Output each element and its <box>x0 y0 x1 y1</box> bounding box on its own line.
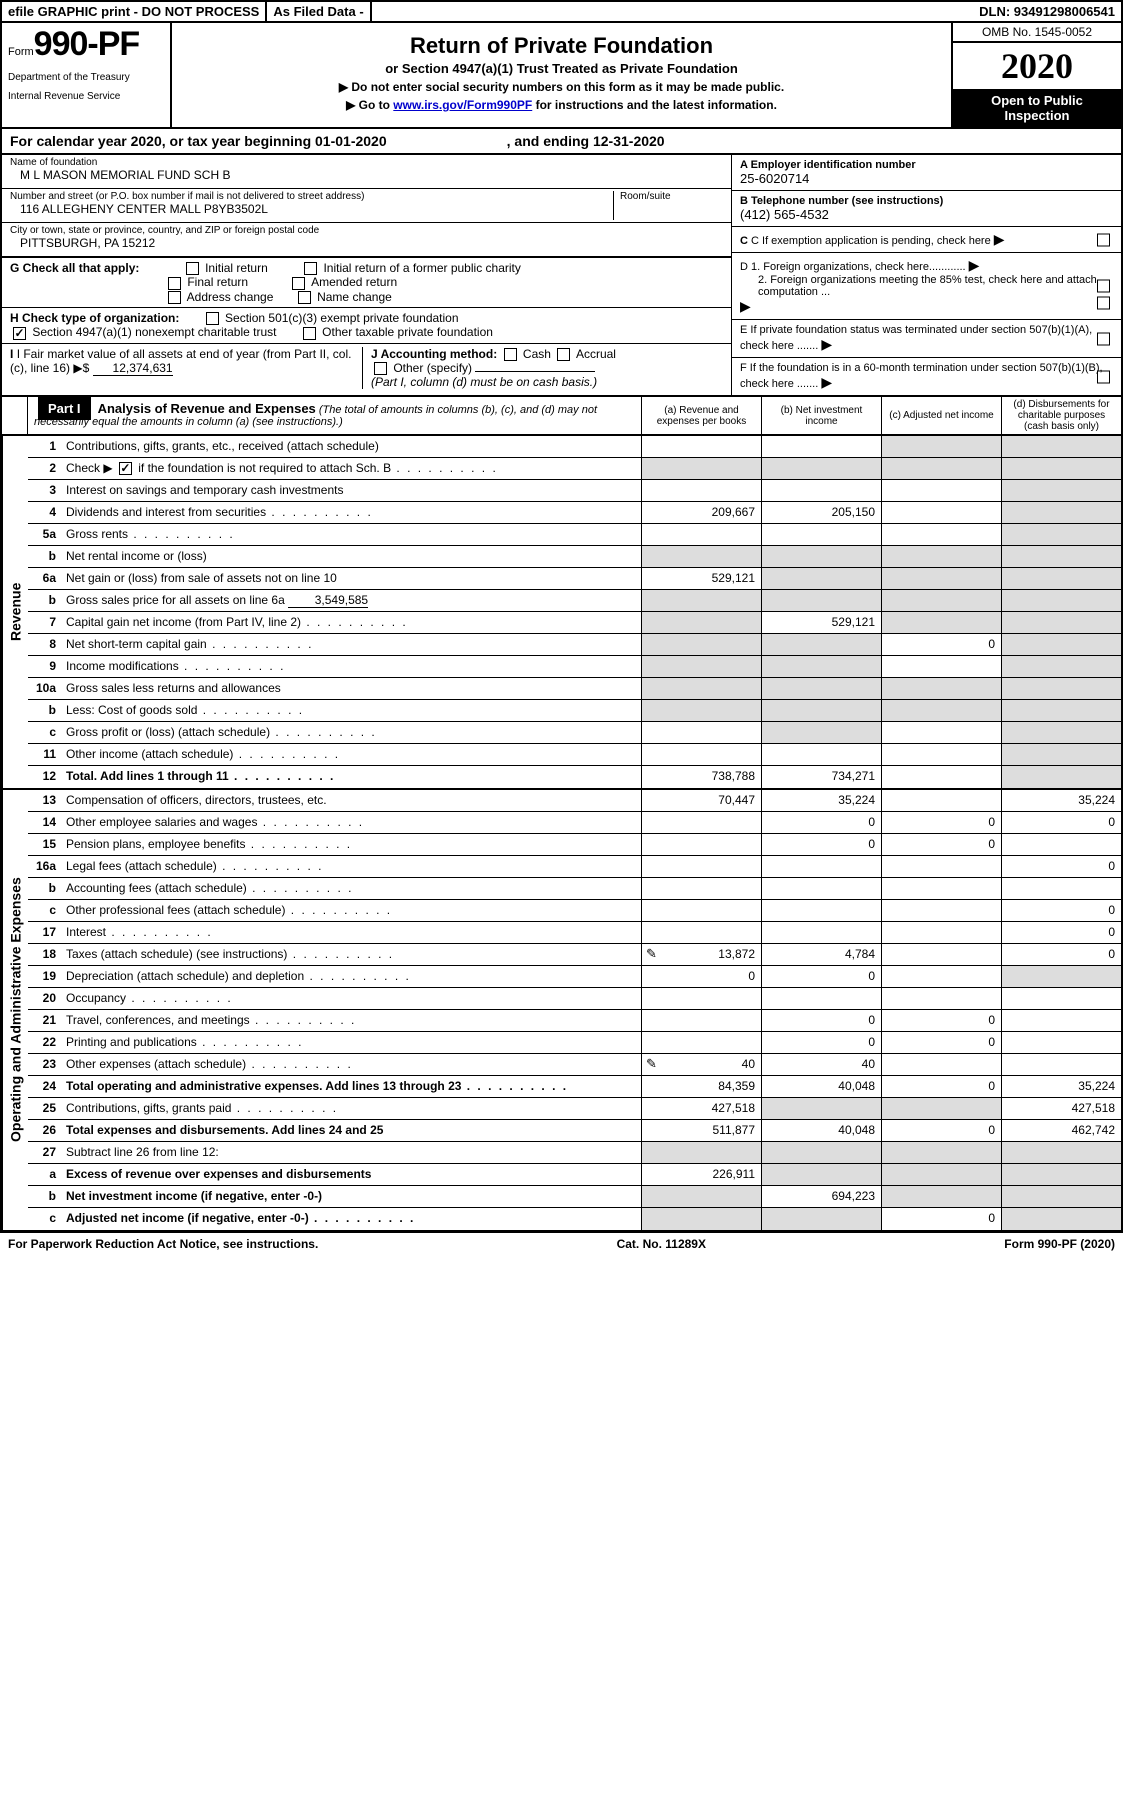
cb-terminated[interactable] <box>1097 332 1110 345</box>
form-prefix: Form <box>8 46 34 58</box>
foundation-name: M L MASON MEMORIAL FUND SCH B <box>10 168 723 182</box>
attachment-icon[interactable]: ✎ <box>646 1056 657 1072</box>
irs-link[interactable]: www.irs.gov/Form990PF <box>393 98 532 112</box>
box-f: F If the foundation is in a 60-month ter… <box>732 358 1121 395</box>
paperwork-notice: For Paperwork Reduction Act Notice, see … <box>8 1237 318 1251</box>
col-a-hdr: (a) Revenue and expenses per books <box>641 397 761 434</box>
tax-year: 2020 <box>953 43 1121 89</box>
form-ref: Form 990-PF (2020) <box>1004 1237 1115 1251</box>
info-right: A Employer identification number 25-6020… <box>731 155 1121 395</box>
street-address: 116 ALLEGHENY CENTER MALL P8YB3502L <box>10 202 613 216</box>
calendar-year-row: For calendar year 2020, or tax year begi… <box>0 129 1123 155</box>
box-a: A Employer identification number 25-6020… <box>732 155 1121 191</box>
section-i-j: I I Fair market value of all assets at e… <box>2 343 731 393</box>
fmv-assets: 12,374,631 <box>93 361 173 376</box>
cal-year-begin: For calendar year 2020, or tax year begi… <box>10 133 387 149</box>
efile-notice: efile GRAPHIC print - DO NOT PROCESS <box>2 2 267 21</box>
cal-year-end: , and ending 12-31-2020 <box>507 133 665 149</box>
dln: DLN: 93491298006541 <box>973 2 1121 21</box>
attachment-icon[interactable]: ✎ <box>646 946 657 962</box>
cb-exemption-pending[interactable] <box>1097 233 1110 246</box>
cb-initial-former[interactable] <box>304 262 317 275</box>
col-d-note: (Part I, column (d) must be on cash basi… <box>371 375 597 389</box>
city-state-zip: PITTSBURGH, PA 15212 <box>10 236 723 250</box>
dept-treasury: Department of the Treasury <box>8 72 164 83</box>
box-b: B Telephone number (see instructions) (4… <box>732 191 1121 227</box>
cb-4947a1[interactable] <box>13 327 26 340</box>
header-mid: Return of Private Foundation or Section … <box>172 23 951 127</box>
form-header: Form990-PF Department of the Treasury In… <box>0 23 1123 129</box>
form-note-1: ▶ Do not enter social security numbers o… <box>182 80 941 94</box>
cb-initial-return[interactable] <box>186 262 199 275</box>
header-right: OMB No. 1545-0052 2020 Open to Public In… <box>951 23 1121 127</box>
city-row: City or town, state or province, country… <box>2 223 731 257</box>
cb-address-change[interactable] <box>168 291 181 304</box>
expenses-side-label: Operating and Administrative Expenses <box>2 790 28 1230</box>
irs: Internal Revenue Service <box>8 91 164 102</box>
form-title: Return of Private Foundation <box>182 33 941 59</box>
cb-no-schb[interactable] <box>119 462 132 475</box>
address-row: Number and street (or P.O. box number if… <box>2 189 731 223</box>
section-g: G Check all that apply: Initial return I… <box>2 257 731 307</box>
cb-amended[interactable] <box>292 277 305 290</box>
cb-501c3[interactable] <box>206 312 219 325</box>
top-bar: efile GRAPHIC print - DO NOT PROCESS As … <box>0 0 1123 23</box>
cb-other-taxable[interactable] <box>303 327 316 340</box>
section-h: H Check type of organization: Section 50… <box>2 307 731 343</box>
omb-number: OMB No. 1545-0052 <box>953 23 1121 43</box>
expenses-table: Operating and Administrative Expenses 13… <box>0 790 1123 1232</box>
phone: (412) 565-4532 <box>740 207 829 222</box>
cb-cash[interactable] <box>504 348 517 361</box>
col-d-hdr: (d) Disbursements for charitable purpose… <box>1001 397 1121 434</box>
revenue-side-label: Revenue <box>2 436 28 788</box>
cb-60month[interactable] <box>1097 370 1110 383</box>
col-b-hdr: (b) Net investment income <box>761 397 881 434</box>
entity-info: Name of foundation M L MASON MEMORIAL FU… <box>0 155 1123 397</box>
info-left: Name of foundation M L MASON MEMORIAL FU… <box>2 155 731 395</box>
part1-header: Part I Analysis of Revenue and Expenses … <box>0 397 1123 436</box>
page-footer: For Paperwork Reduction Act Notice, see … <box>0 1232 1123 1255</box>
col-c-hdr: (c) Adjusted net income <box>881 397 1001 434</box>
box-e: E If private foundation status was termi… <box>732 320 1121 358</box>
foundation-name-row: Name of foundation M L MASON MEMORIAL FU… <box>2 155 731 189</box>
cb-foreign-org[interactable] <box>1097 280 1110 293</box>
form-number: 990-PF <box>34 25 140 63</box>
as-filed: As Filed Data - <box>267 2 371 21</box>
revenue-table: Revenue 1Contributions, gifts, grants, e… <box>0 436 1123 790</box>
ein: 25-6020714 <box>740 171 809 186</box>
box-c: C C If exemption application is pending,… <box>732 227 1121 253</box>
cb-other-method[interactable] <box>374 362 387 375</box>
header-left: Form990-PF Department of the Treasury In… <box>2 23 172 127</box>
room-suite-label: Room/suite <box>620 191 723 202</box>
open-to-public: Open to Public Inspection <box>953 89 1121 127</box>
cat-no: Cat. No. 11289X <box>617 1237 706 1251</box>
cb-name-change[interactable] <box>298 291 311 304</box>
part1-desc: Part I Analysis of Revenue and Expenses … <box>28 397 641 434</box>
gross-sales-6a: 3,549,585 <box>288 593 368 608</box>
cb-85pct[interactable] <box>1097 296 1110 309</box>
cb-final-return[interactable] <box>168 277 181 290</box>
box-d: D 1. Foreign organizations, check here..… <box>732 253 1121 320</box>
form-note-2: ▶ Go to www.irs.gov/Form990PF for instru… <box>182 98 941 112</box>
cb-accrual[interactable] <box>557 348 570 361</box>
form-subtitle: or Section 4947(a)(1) Trust Treated as P… <box>182 61 941 76</box>
